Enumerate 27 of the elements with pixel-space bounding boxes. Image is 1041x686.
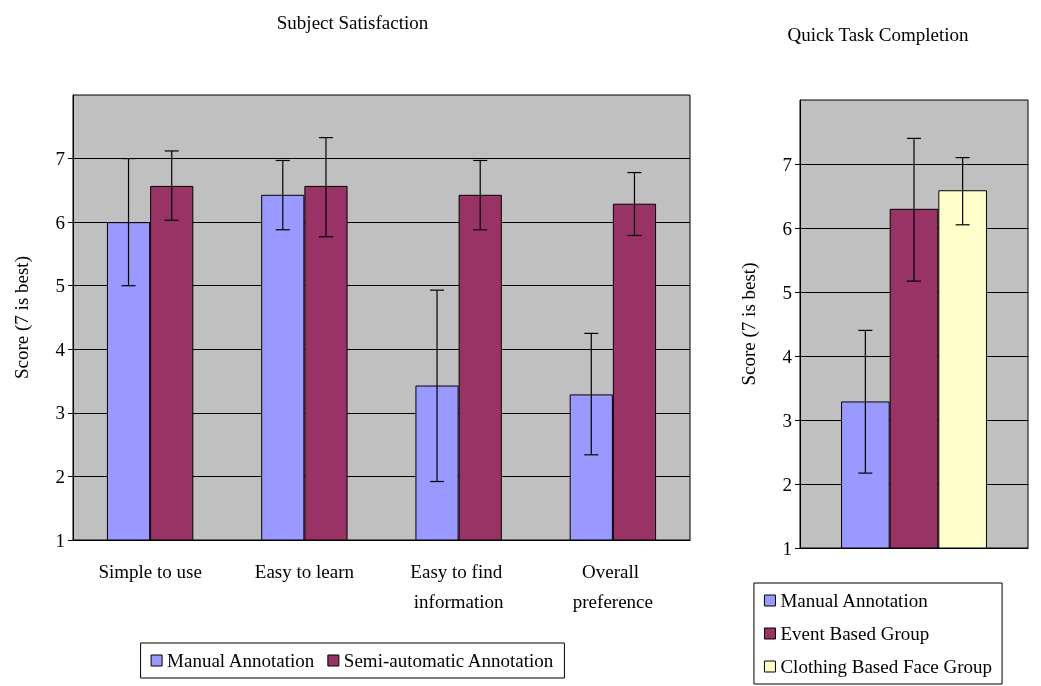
chart-title: Quick Task Completion — [787, 24, 969, 45]
x-tick-label: Easy to find information — [410, 560, 507, 612]
y-tick-label: 4 — [55, 338, 66, 360]
legend-label: Clothing Based Face Group — [780, 656, 993, 677]
y-tick-label: 7 — [782, 153, 792, 175]
y-tick-label: 6 — [55, 211, 65, 233]
legend-label: Manual Annotation — [167, 650, 315, 671]
chart-title: Subject Satisfaction — [276, 12, 429, 33]
y-axis-title: Score (7 is best) — [738, 262, 760, 386]
legend-label: Manual Annotation — [780, 590, 929, 611]
x-tick-label: Easy to learn — [254, 560, 355, 582]
legend-label: Event Based Group — [780, 623, 930, 644]
legend-label: Semi-automatic Annotation — [343, 650, 554, 671]
y-axis-title: Score (7 is best) — [11, 256, 33, 379]
y-tick-label: 1 — [782, 537, 792, 559]
y-tick-label: 2 — [55, 465, 65, 487]
y-tick-label: 4 — [782, 345, 793, 367]
x-tick-label: Simple to use — [98, 560, 202, 582]
y-tick-label: 1 — [55, 529, 65, 551]
y-tick-label: 7 — [55, 148, 65, 170]
y-tick-label: 2 — [782, 473, 792, 495]
y-tick-label: 5 — [55, 275, 65, 297]
y-tick-label: 5 — [782, 281, 792, 303]
y-tick-label: 3 — [55, 402, 65, 424]
x-tick-label: Overall preference — [572, 560, 653, 612]
y-tick-label: 6 — [782, 217, 792, 239]
y-tick-label: 3 — [782, 409, 792, 431]
